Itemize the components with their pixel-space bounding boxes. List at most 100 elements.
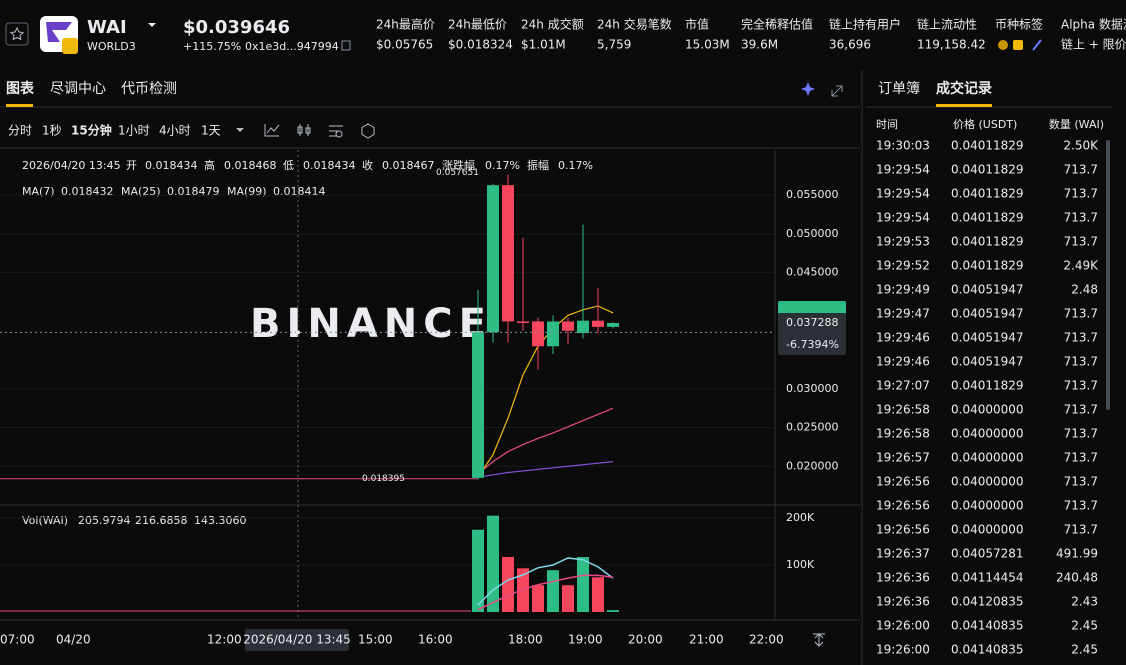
trade-time: 19:29:46 [876, 331, 930, 345]
trade-qty: 713.7 [1064, 331, 1098, 345]
tab[interactable]: 尽调中心 [50, 81, 106, 97]
ohlc-value: 0.018434 [145, 159, 198, 172]
favorite-button[interactable] [5, 22, 29, 46]
stat-label: 链上持有用户 [829, 17, 901, 32]
y-tick-label: 0.055000 [786, 188, 839, 201]
stat-value: $0.018324 [448, 38, 513, 52]
stat-value: 119,158.42 [917, 38, 986, 52]
trade-price: 0.04140835 [951, 619, 1024, 633]
settings-icon[interactable] [335, 130, 343, 138]
stat-value: 5,759 [597, 38, 631, 52]
options-icon[interactable] [361, 123, 375, 139]
candle-body [502, 185, 514, 322]
stat-label: 市值 [685, 17, 709, 32]
ma-value: 0.018414 [273, 185, 326, 198]
stat-label: 24h最高价 [376, 17, 435, 32]
last-price: 0.037288 [786, 316, 839, 329]
volume-bar [562, 585, 574, 612]
y-tick-label: 0.025000 [786, 421, 839, 434]
stat-label: 24h 交易笔数 [597, 17, 672, 32]
scrollbar[interactable] [1106, 140, 1110, 410]
ohlc-label: 振幅 [527, 158, 549, 172]
ma-value: 0.018479 [167, 185, 220, 198]
interval[interactable]: 1小时 [118, 124, 150, 138]
trade-price: 0.04011829 [951, 163, 1024, 177]
interval[interactable]: 1天 [201, 124, 221, 138]
ma-line [477, 461, 614, 478]
candle-body [562, 321, 574, 331]
price-tag [778, 301, 846, 315]
trade-price: 0.04011829 [951, 187, 1024, 201]
y-tick-label: 100K [786, 558, 815, 571]
trade-qty: 713.7 [1064, 499, 1098, 513]
volume-bar [487, 515, 499, 612]
trade-qty: 713.7 [1064, 403, 1098, 417]
trade-price: 0.04011829 [951, 259, 1024, 273]
stat-label: 24h 成交额 [521, 17, 584, 32]
panel-tab[interactable]: 成交记录 [936, 80, 992, 97]
stat-label: Alpha 数据源 [1061, 17, 1126, 32]
tab[interactable]: 图表 [6, 80, 35, 97]
ohlc-label: 收 [362, 158, 373, 172]
volume-readout: 205.9794 [78, 514, 131, 527]
trade-qty: 240.48 [1056, 571, 1098, 585]
interval-dropdown[interactable] [236, 128, 244, 132]
column-header: 价格 (USDT) [953, 117, 1017, 131]
scale-icon[interactable] [813, 633, 825, 647]
logo-mark [46, 22, 72, 42]
stat-label: 24h最低价 [448, 18, 507, 32]
trade-qty: 713.7 [1064, 211, 1098, 225]
trade-price: 0.04057281 [951, 547, 1024, 561]
trade-price: 0.04000000 [951, 523, 1024, 537]
ohlc-value: 0.17% [485, 159, 520, 172]
stat-label: 完全稀释估值 [741, 17, 813, 32]
trade-time: 19:29:53 [876, 235, 930, 249]
price: $0.039646 [183, 17, 290, 38]
trade-time: 19:26:58 [876, 427, 930, 441]
candle-body [517, 321, 529, 324]
trade-price: 0.04140835 [951, 643, 1024, 657]
stat-label: 币种标签 [995, 17, 1043, 32]
candle-body [487, 185, 499, 333]
trade-price: 0.04000000 [951, 499, 1024, 513]
x-tick-label: 21:00 [689, 633, 724, 647]
trade-qty: 713.7 [1064, 523, 1098, 537]
volume-bar [472, 529, 484, 612]
interval[interactable]: 1秒 [42, 124, 62, 138]
x-tick-label: 12:00 [207, 633, 242, 647]
trade-price: 0.04011829 [951, 211, 1024, 225]
copy-icon[interactable] [341, 40, 351, 51]
network: WORLD3 [87, 40, 136, 53]
volume-bar [547, 570, 559, 612]
interval[interactable]: 4小时 [159, 124, 191, 138]
trade-qty: 2.45 [1071, 643, 1098, 657]
trade-time: 19:26:56 [876, 499, 930, 513]
tab[interactable]: 代币检测 [121, 81, 177, 97]
trade-qty: 2.49K [1063, 259, 1099, 273]
panel-tab[interactable]: 订单簿 [878, 81, 920, 97]
interval[interactable]: 15分钟 [71, 123, 112, 138]
volume-bar [592, 577, 604, 612]
chart-type-icon[interactable] [297, 124, 311, 136]
expand-icon[interactable] [831, 85, 843, 97]
trade-time: 19:27:07 [876, 379, 930, 393]
dropdown-icon[interactable] [148, 23, 156, 27]
y-tick-label: 0.045000 [786, 266, 839, 279]
candle-body [547, 321, 559, 347]
indicator-icon[interactable] [264, 124, 280, 137]
interval[interactable]: 分时 [8, 124, 32, 138]
trade-time: 19:26:37 [876, 547, 930, 561]
volume-readout: 216.6858 [135, 514, 188, 527]
star-icon [9, 26, 25, 41]
stat-label: 链上流动性 [917, 17, 977, 32]
x-tick-label: 19:00 [568, 633, 603, 647]
ai-icon[interactable] [801, 82, 815, 96]
ma-name: MA(25) [121, 185, 161, 198]
trade-price: 0.04051947 [951, 331, 1024, 345]
trade-price: 0.04051947 [951, 355, 1024, 369]
trade-price: 0.04011829 [951, 379, 1024, 393]
trade-time: 19:29:54 [876, 163, 930, 177]
volume-ma-line [477, 557, 614, 606]
